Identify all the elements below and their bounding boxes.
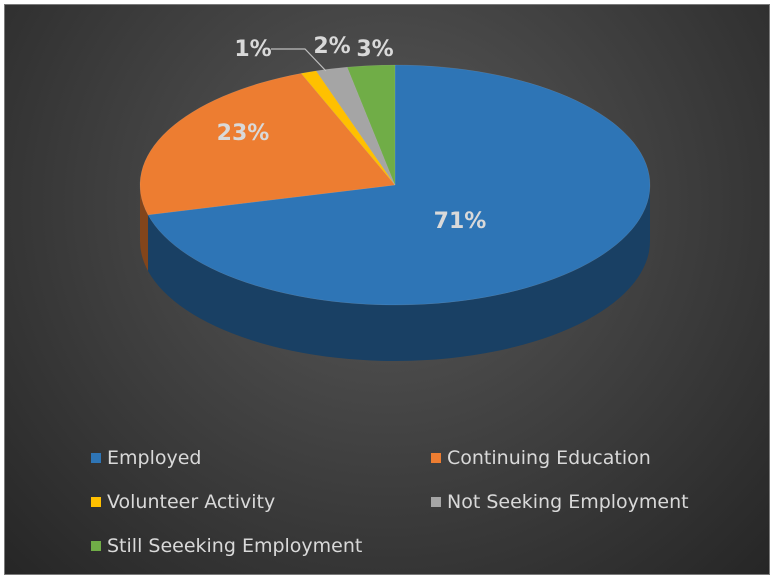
data-label-still-seeking-employment: 3% (356, 37, 393, 62)
chart-area: 71% 23% 1% 2% 3% Employed Continuing Educatio… (4, 4, 770, 575)
data-label-employed: 71% (434, 209, 487, 234)
pie-side-continuing-education (140, 185, 149, 271)
pie-slice-still-seeking-employment (346, 64, 396, 186)
leader-line-volunteer-activity (271, 48, 327, 72)
pie-slice-employed (147, 64, 651, 306)
data-label-not-seeking-employment: 2% (313, 34, 350, 59)
data-label-volunteer-activity: 1% (234, 37, 271, 62)
pie-side-employed (148, 185, 650, 362)
pie-chart: 71% 23% 1% 2% 3% (139, 34, 651, 362)
pie-slice-continuing-education (139, 73, 396, 216)
pie-slice-volunteer-activity (300, 70, 396, 186)
data-label-continuing-education: 23% (217, 121, 270, 146)
pie-slice-not-seeking-employment (315, 66, 396, 186)
